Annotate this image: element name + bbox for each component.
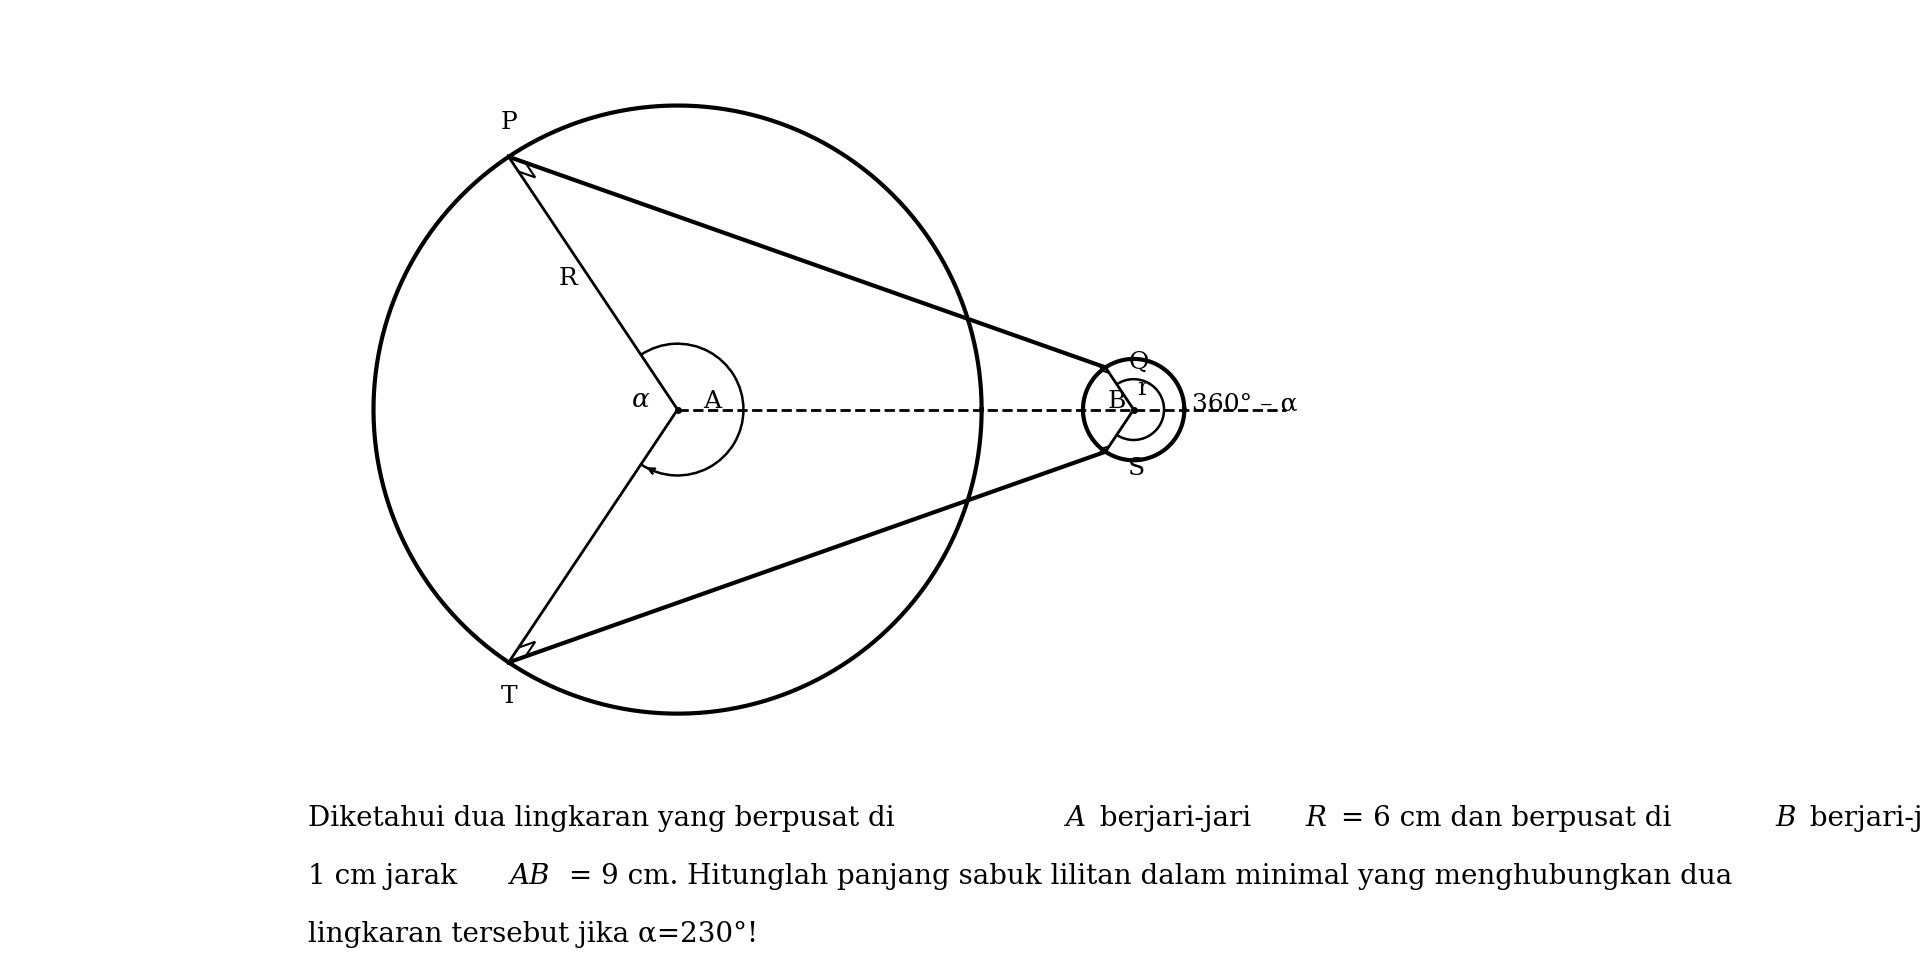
Text: R: R bbox=[558, 267, 577, 290]
Text: 360° – α: 360° – α bbox=[1192, 392, 1298, 415]
Text: 1 cm jarak: 1 cm jarak bbox=[308, 863, 465, 890]
Text: α: α bbox=[633, 387, 650, 412]
Text: B: B bbox=[1775, 805, 1796, 832]
Text: S: S bbox=[1129, 456, 1146, 479]
Text: A: A bbox=[704, 390, 721, 413]
Text: = 6 cm dan berpusat di: = 6 cm dan berpusat di bbox=[1333, 805, 1681, 832]
Text: B: B bbox=[1108, 390, 1127, 413]
Text: R: R bbox=[1306, 805, 1327, 832]
Text: P: P bbox=[500, 111, 517, 134]
Text: berjari-jari: berjari-jari bbox=[1090, 805, 1260, 832]
Text: lingkaran tersebut jika α=230°!: lingkaran tersebut jika α=230°! bbox=[308, 922, 758, 948]
Text: = 9 cm. Hitunglah panjang sabuk lilitan dalam minimal yang menghubungkan dua: = 9 cm. Hitunglah panjang sabuk lilitan … bbox=[560, 863, 1733, 890]
Text: r: r bbox=[1136, 377, 1150, 400]
Text: T: T bbox=[500, 685, 517, 708]
Text: A: A bbox=[1065, 805, 1085, 832]
Text: Q: Q bbox=[1129, 351, 1148, 374]
Text: AB: AB bbox=[510, 863, 550, 890]
Text: Diketahui dua lingkaran yang berpusat di: Diketahui dua lingkaran yang berpusat di bbox=[308, 805, 904, 832]
Text: berjari-jari: berjari-jari bbox=[1802, 805, 1923, 832]
